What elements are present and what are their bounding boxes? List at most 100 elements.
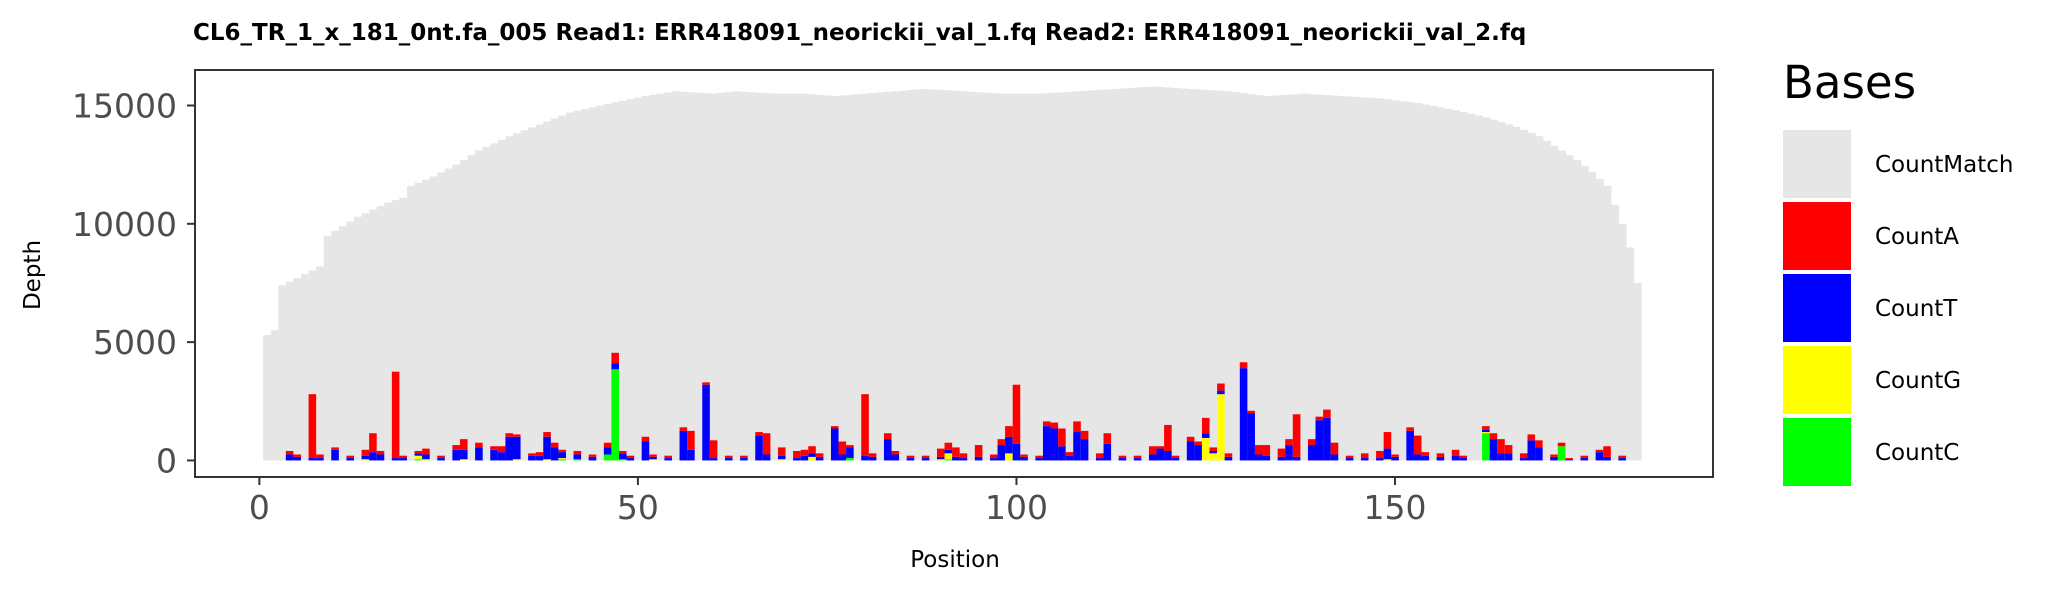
bar-segment-countt (1482, 429, 1490, 433)
bar-segment-counta (649, 454, 657, 457)
match-bar (581, 109, 590, 461)
bar-segment-counta (1482, 426, 1490, 430)
bar-segment-countt (505, 436, 513, 461)
bar-segment-counta (459, 439, 468, 450)
match-bar (475, 150, 484, 461)
match-bar (1376, 98, 1385, 461)
match-bar (694, 92, 703, 461)
match-bar (732, 91, 741, 461)
bar-segment-counta (1360, 453, 1369, 459)
x-axis-title: Position (910, 547, 1000, 573)
bar-segment-countt (1164, 450, 1172, 461)
match-bar (1254, 95, 1264, 461)
bar-segment-countt (422, 454, 430, 460)
match-bar (1262, 96, 1271, 461)
bar-segment-countt (1239, 368, 1248, 461)
match-bar (740, 91, 749, 461)
match-bar (717, 92, 726, 461)
y-axis-title: Depth (20, 240, 46, 310)
match-bar (952, 90, 961, 461)
bar-segment-counta (793, 450, 801, 459)
bar-segment-countt (1330, 454, 1339, 461)
bar-segment-countt (1217, 390, 1225, 395)
bar-segment-counta (815, 453, 824, 457)
bar-segment-countt (974, 456, 983, 461)
match-bar (921, 88, 930, 461)
bar-segment-countt (936, 456, 945, 460)
match-bar (1277, 95, 1286, 461)
match-bar (1398, 101, 1407, 461)
bar-segment-counta (944, 442, 953, 450)
bar-segment-countt (1489, 439, 1498, 461)
bar-segment-countt (361, 455, 370, 460)
match-bar (1595, 178, 1604, 461)
bar-segment-countt (1050, 428, 1059, 461)
bar-segment-counta (1497, 439, 1505, 454)
match-bar (361, 213, 370, 461)
bar-segment-countt (997, 445, 1006, 461)
bar-segment-countt (883, 439, 892, 461)
bar-segment-counta (1080, 430, 1089, 440)
bar-segment-countc (618, 459, 627, 461)
bar-segment-countt (1156, 448, 1165, 461)
bar-segment-counta (543, 432, 551, 437)
match-bar (1474, 115, 1483, 461)
bar-segment-countt (459, 449, 468, 460)
match-bar (1156, 87, 1165, 461)
match-bar (1345, 96, 1354, 461)
legend-label: CountMatch (1875, 152, 2013, 178)
bar-segment-counta (800, 449, 809, 456)
match-bar (444, 168, 454, 461)
bar-segment-countc (846, 458, 854, 461)
bar-segment-countt (346, 458, 354, 461)
match-bar (399, 197, 408, 461)
bar-segment-counta (830, 426, 839, 429)
match-bar (1133, 87, 1142, 461)
match-bar (384, 202, 393, 461)
match-bar (1164, 87, 1173, 461)
bar-segment-counta (361, 449, 370, 456)
bar-segment-counta (936, 448, 945, 457)
bar-segment-countg (1209, 453, 1218, 461)
bar-segment-counta (1020, 454, 1028, 457)
match-bar (687, 92, 696, 461)
bar-segment-counta (588, 454, 597, 457)
match-bar (1232, 92, 1241, 461)
bar-segment-counta (1073, 421, 1081, 433)
legend: Bases CountMatch CountA CountT CountG CountC (1783, 56, 2013, 486)
match-bar (1444, 108, 1453, 461)
match-bar (346, 221, 355, 461)
match-bar (1020, 93, 1029, 461)
bar-segment-countt (679, 430, 688, 461)
match-bar (747, 92, 756, 461)
x-tick-label: 50 (617, 488, 659, 527)
match-bar (800, 93, 809, 461)
match-bar (1201, 89, 1211, 461)
match-bar (1035, 93, 1044, 461)
chart-title: CL6_TR_1_x_181_0nt.fa_005 Read1: ERR4180… (193, 20, 1526, 46)
bar-segment-counta (1156, 446, 1165, 449)
bar-segment-counta (1224, 453, 1233, 457)
bar-segment-counta (1535, 440, 1543, 448)
match-bar (596, 105, 605, 461)
bar-segment-counta (1186, 436, 1195, 442)
legend-label: CountC (1875, 440, 1959, 466)
bar-segment-countt (1406, 430, 1414, 461)
bar-segment-countt (1042, 426, 1051, 461)
bar-segment-counta (883, 433, 892, 440)
bar-segment-countt (1535, 447, 1543, 461)
bar-segment-countt (490, 449, 498, 461)
bar-segment-countt (414, 453, 423, 456)
match-bar (1315, 94, 1324, 461)
match-bar (899, 90, 908, 461)
match-bar (883, 91, 893, 461)
match-bar (1118, 88, 1127, 461)
match-bar (1633, 282, 1642, 461)
match-bar (891, 91, 900, 461)
bar-segment-countg (512, 459, 521, 461)
match-bar (573, 110, 582, 461)
match-bar (1148, 86, 1158, 461)
match-bar (679, 91, 688, 461)
bar-segment-counta (724, 455, 733, 459)
